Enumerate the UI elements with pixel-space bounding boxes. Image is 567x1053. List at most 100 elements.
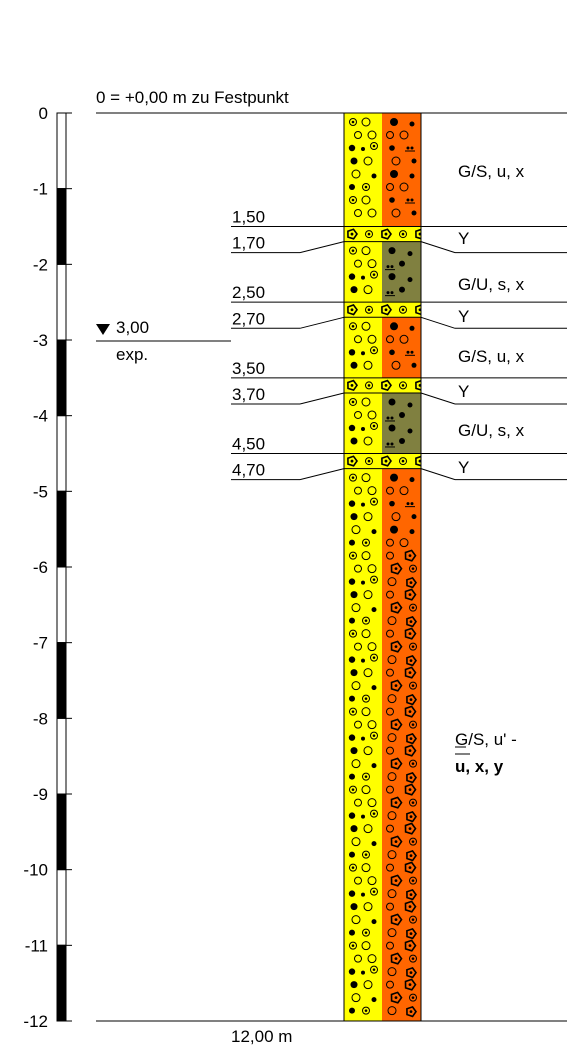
gravel-symbol: [399, 286, 405, 293]
cobble-symbol-dot: [408, 866, 412, 870]
cobble-symbol: [390, 952, 403, 965]
gravel-symbol: [349, 695, 355, 702]
gravel-symbol: [350, 747, 358, 755]
cobble-symbol: [404, 588, 417, 601]
sand-symbol: [363, 746, 373, 756]
sand-symbol: [354, 954, 362, 963]
soil-description: G/U, s, x: [458, 421, 525, 440]
sand-symbol: [367, 259, 377, 269]
stone-symbol: [365, 230, 373, 239]
cobble-symbol-dot: [408, 710, 412, 714]
gravel-symbol: [361, 426, 365, 431]
scale-segment: [56, 869, 67, 946]
sand-symbol: [354, 131, 362, 139]
gravel-symbol: [349, 617, 355, 624]
gravel-symbol: [390, 118, 398, 126]
gravel-symbol: [348, 812, 356, 819]
cobble-symbol: [347, 379, 358, 392]
scale-segment: [56, 415, 67, 492]
sand-symbol: [387, 928, 397, 938]
stone-symbol: [349, 551, 357, 560]
cobble-symbol: [415, 228, 421, 240]
scale-segment: [56, 793, 67, 871]
gravel-symbol: [350, 286, 358, 294]
groundwater-marker: 3,00 exp.: [96, 318, 231, 364]
sand-symbol: [367, 642, 377, 652]
cobble-symbol: [406, 810, 417, 823]
stone-symbol: [409, 954, 417, 963]
stone-symbol-dot: [364, 1009, 368, 1012]
sand-symbol: [351, 759, 361, 769]
sand-symbol: [399, 334, 409, 344]
sand-symbol: [387, 655, 397, 665]
layer-fill-left: [344, 113, 382, 227]
stone-symbol-dot: [372, 273, 376, 276]
sand-symbol: [354, 720, 362, 729]
sand-symbol: [363, 360, 373, 370]
stone-symbol-dot: [372, 144, 376, 148]
stone-symbol: [349, 246, 357, 255]
cobble-symbol-dot: [408, 749, 412, 753]
stone-symbol-dot: [372, 424, 376, 428]
cobble-symbol-dot: [408, 983, 412, 987]
scale-segment: [56, 188, 67, 265]
sand-symbol: [354, 876, 362, 885]
scale-segment: [56, 642, 67, 719]
sand-symbol: [367, 410, 377, 420]
boundary-depth-label: 3,70: [232, 385, 265, 404]
stone-symbol-dot: [364, 619, 368, 622]
cobble-symbol-dot: [394, 918, 398, 922]
cobble-symbol: [381, 228, 392, 240]
gravel-symbol: [361, 814, 365, 819]
cobble-symbol: [406, 849, 417, 862]
stone-symbol: [362, 928, 370, 937]
cobble-symbol-dot: [384, 384, 388, 387]
stone-symbol: [349, 322, 357, 331]
cobble-symbol: [390, 874, 403, 887]
gravel-symbol: [361, 970, 365, 975]
stone-symbol: [409, 798, 417, 807]
gravel-symbol: [361, 736, 365, 741]
sand-symbol: [386, 131, 394, 139]
stone-symbol-dot: [372, 812, 376, 815]
sand-symbol: [387, 967, 397, 977]
gravel-symbol: [348, 578, 356, 585]
scale-segment: [56, 112, 67, 190]
scale-tick-label: -2: [33, 255, 48, 274]
stone-symbol-dot: [372, 656, 376, 659]
sand-symbol: [386, 551, 394, 560]
stone-symbol: [370, 653, 378, 662]
sand-symbol: [361, 551, 371, 561]
layer-fill-left: [344, 226, 382, 242]
gravel-symbol: [411, 210, 417, 216]
soil-description-line2: u, x, y: [455, 757, 504, 776]
cobble-symbol: [404, 549, 417, 562]
layer-fill-right: [382, 377, 421, 393]
sand-symbol: [363, 436, 373, 446]
stone-symbol: [399, 305, 407, 314]
sand-symbol: [361, 785, 371, 795]
scale-segment: [56, 944, 67, 1022]
scale-tick-label: -8: [33, 709, 48, 728]
gravel-symbol: [399, 437, 405, 444]
soil-description: G/U, s, x: [458, 275, 525, 294]
gravel-symbol: [348, 349, 356, 356]
sand-symbol: [351, 169, 361, 179]
soil-column: [344, 112, 421, 1022]
silt-symbol-dot: [390, 416, 394, 420]
boundary-leader: [299, 392, 345, 405]
cobble-symbol: [381, 455, 392, 467]
soil-description: Y: [458, 229, 469, 248]
gravel-symbol: [350, 513, 358, 521]
sand-symbol: [387, 694, 397, 704]
sand-symbol: [386, 824, 394, 833]
gravel-symbol: [361, 658, 365, 663]
stone-symbol: [349, 196, 357, 204]
stone-symbol: [399, 381, 407, 390]
gravel-symbol: [348, 968, 356, 975]
cobble-symbol: [415, 304, 421, 316]
total-depth-label: 12,00 m: [231, 1027, 292, 1046]
sand-symbol: [354, 642, 362, 651]
scale-tick-label: -9: [33, 785, 48, 804]
